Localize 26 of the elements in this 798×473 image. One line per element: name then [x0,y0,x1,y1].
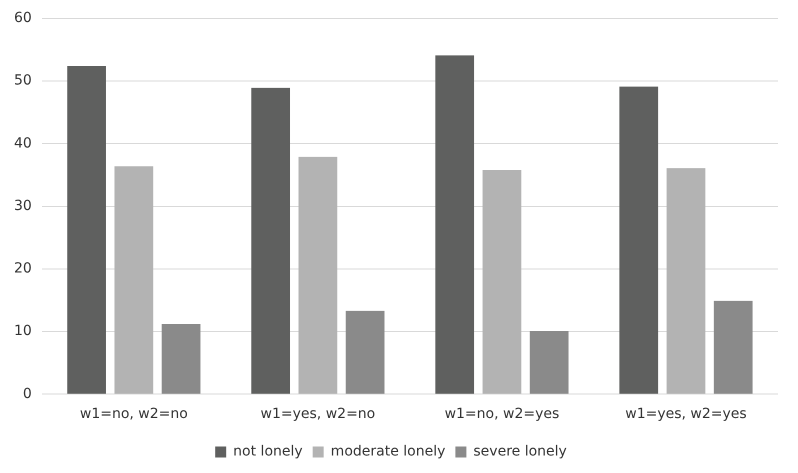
bar [251,88,290,394]
bar [114,166,154,394]
y-tick-label: 20 [14,260,32,277]
bar [346,310,384,394]
y-tick-label: 60 [14,10,32,26]
legend-label: moderate lonely [330,444,446,460]
y-tick-label: 10 [14,323,32,340]
x-tick-label: w1=no, w2=no [80,406,188,422]
bar [482,170,522,394]
x-tick-label: w1=yes, w2=yes [625,406,747,422]
bar [530,330,569,394]
x-tick-label: w1=no, w2=yes [444,406,560,422]
y-tick-label: 40 [14,135,32,152]
y-tick-label: 50 [14,72,32,89]
bar [619,86,658,394]
bar [714,300,753,394]
bar [666,168,706,394]
legend-label: not lonely [233,444,303,460]
y-tick-label: 0 [22,386,32,402]
bar [162,324,200,394]
bar [298,156,338,394]
x-tick-label: w1=yes, w2=no [260,406,376,422]
legend-label: severe lonely [473,444,567,460]
bar [67,66,106,394]
bar [435,55,474,394]
y-tick-label: 30 [14,198,32,214]
